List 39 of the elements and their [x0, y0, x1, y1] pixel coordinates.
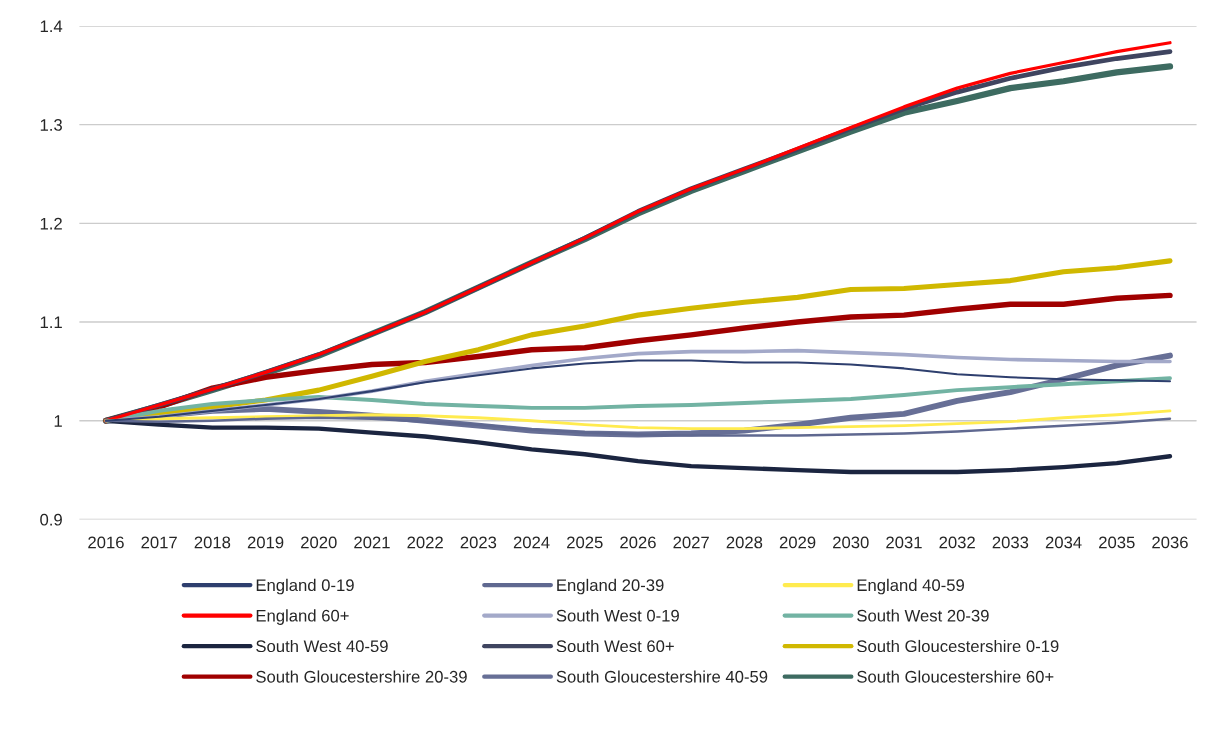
x-tick-label: 2034 — [1045, 536, 1082, 549]
x-tick-label: 2035 — [1099, 536, 1135, 549]
y-tick-label: 1.3 — [40, 119, 62, 131]
legend-label: South Gloucestershire 0-19 — [857, 639, 1059, 653]
x-tick-label: 2024 — [513, 536, 550, 549]
x-tick-label: 2029 — [779, 536, 816, 549]
x-tick-label: 2020 — [301, 536, 337, 549]
legend-label: South West 40-59 — [256, 639, 388, 653]
y-tick-label: 1.2 — [40, 217, 62, 230]
legend-label: England 0-19 — [256, 578, 354, 595]
legend-label: South Gloucestershire 40-59 — [556, 670, 768, 683]
legend-label: South West 0-19 — [556, 609, 679, 622]
x-tick-label: 2033 — [992, 536, 1029, 549]
y-tick-label: 1 — [54, 415, 62, 427]
y-tick-label: 1.4 — [40, 20, 63, 33]
legend-label: South Gloucestershire 60+ — [857, 670, 1054, 683]
x-tick-label: 2025 — [567, 536, 603, 549]
x-tick-label: 2027 — [673, 536, 709, 549]
x-tick-label: 2022 — [407, 536, 443, 549]
y-tick-label: 1.1 — [40, 316, 62, 329]
legend-label: England 60+ — [256, 609, 349, 625]
x-tick-label: 2036 — [1152, 536, 1188, 549]
x-tick-label: 2019 — [247, 536, 284, 549]
x-tick-label: 2026 — [620, 536, 656, 549]
x-tick-label: 2028 — [726, 536, 763, 549]
legend-label: England 40-59 — [857, 578, 964, 595]
legend-label: South West 20-39 — [857, 609, 989, 622]
legend-label: England 20-39 — [557, 578, 664, 595]
x-tick-label: 2021 — [354, 536, 390, 549]
legend-label: South Gloucestershire 20-39 — [256, 670, 467, 683]
x-tick-label: 2031 — [886, 536, 922, 549]
x-tick-label: 2032 — [939, 536, 975, 549]
y-tick-label: 0.9 — [40, 513, 62, 526]
x-tick-label: 2016 — [88, 536, 124, 549]
x-tick-label: 2030 — [833, 536, 869, 549]
x-tick-label: 2018 — [194, 536, 231, 549]
x-tick-label: 2023 — [460, 536, 497, 549]
legend-label: South West 60+ — [556, 639, 674, 653]
x-tick-label: 2017 — [141, 536, 177, 549]
